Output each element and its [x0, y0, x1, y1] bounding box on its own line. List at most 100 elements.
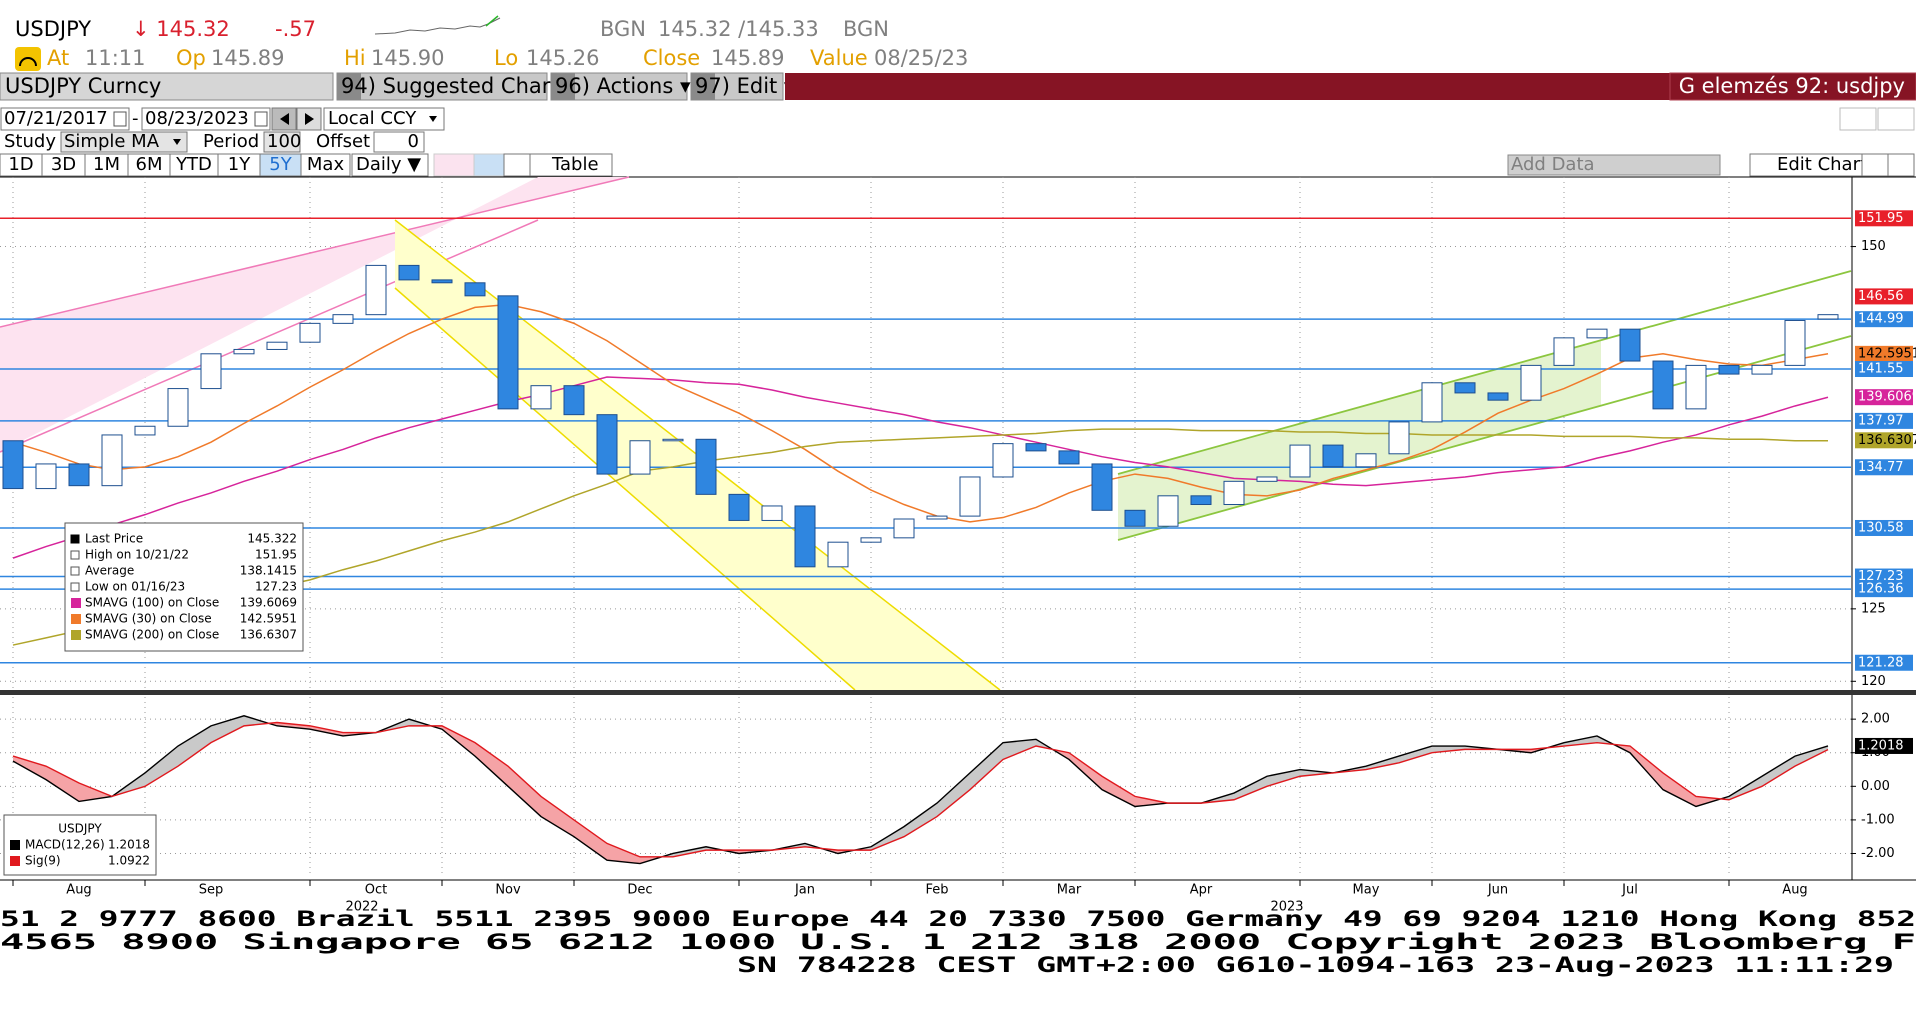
offset-input[interactable] [373, 131, 425, 153]
menu-label: 96) Actions ▾ [555, 74, 691, 98]
period-input[interactable] [263, 131, 301, 153]
security-box[interactable] [0, 72, 334, 101]
level-box [1855, 654, 1913, 671]
undo-button[interactable] [1839, 107, 1877, 131]
legend-value: 136.6307 [240, 628, 297, 642]
tool-button[interactable] [503, 153, 531, 177]
candle-body [398, 264, 420, 281]
legend-swatch [10, 840, 20, 850]
menu-item[interactable] [336, 72, 548, 101]
macd-fill [1399, 746, 1432, 763]
level-box [1855, 581, 1913, 598]
plot-marks [0, 217, 1851, 865]
offset: 0 [408, 131, 419, 152]
date-input[interactable] [0, 107, 130, 131]
x-tick-label: Sep [199, 883, 224, 898]
candle-body [1817, 314, 1839, 320]
macd-fill [46, 766, 79, 802]
study-select[interactable] [60, 131, 188, 153]
end-date: 08/23/2023 [145, 108, 249, 129]
candle-body [1355, 453, 1377, 468]
legend-title: USDJPY [58, 822, 102, 836]
macd-fill [13, 756, 46, 780]
candle-body [662, 438, 684, 442]
candle-body [1652, 360, 1674, 410]
settings-button[interactable] [1887, 153, 1915, 177]
candle-body [68, 463, 90, 487]
currency-select[interactable] [323, 107, 445, 131]
table-button[interactable] [529, 153, 613, 177]
level-box [1855, 210, 1913, 227]
macd-fill [1729, 776, 1762, 800]
candle-body [1454, 382, 1476, 394]
candle-body [332, 314, 354, 324]
candle-body [530, 385, 552, 410]
title-bar [1669, 72, 1916, 101]
x-tick-label: Aug [66, 883, 91, 898]
candle-body [629, 440, 651, 475]
year-label: 2023 [1270, 900, 1303, 915]
date-input[interactable] [141, 107, 271, 131]
candle-body [1388, 421, 1410, 455]
field-value: 08/25/23 [874, 46, 968, 70]
calendar-icon[interactable] [113, 111, 127, 127]
candle-body [1091, 463, 1113, 511]
range-label: 3D [51, 154, 76, 175]
candle-body [1223, 480, 1245, 506]
moving-average [12, 428, 1828, 646]
candle-body [1256, 476, 1278, 482]
candle-body [1421, 382, 1443, 423]
level-label: 127.23 [1858, 569, 1904, 584]
range-button[interactable] [300, 153, 351, 177]
candle-body [1157, 495, 1179, 527]
candle-body [1718, 364, 1740, 375]
range-label: 1D [8, 154, 33, 175]
settings-button[interactable] [1861, 153, 1889, 177]
macd-fill [937, 772, 970, 817]
level-box [1855, 345, 1913, 362]
macd-fill [1762, 756, 1795, 787]
y-tick-label: -1.00 [1861, 812, 1895, 827]
legend-value: 145.322 [247, 532, 297, 546]
level-label: 146.56 [1858, 289, 1904, 304]
field-value: 145.89 [711, 46, 784, 70]
ticker: USDJPY [15, 17, 91, 41]
legend-swatch [71, 630, 81, 640]
candle-body [794, 505, 816, 568]
add-data-input[interactable] [1507, 154, 1721, 176]
field-value: 11:11 [85, 46, 146, 70]
dropdown-arrow [429, 116, 437, 122]
candle-body [167, 388, 189, 427]
candle-body [1553, 337, 1575, 366]
menu-number-box [691, 73, 715, 100]
macd-fill [904, 803, 937, 837]
tool-button[interactable] [433, 153, 475, 177]
candle-body [695, 438, 717, 495]
candle-body [1586, 328, 1608, 339]
calendar-icon[interactable] [254, 111, 268, 127]
legend-label: SMAVG (100) on Close [85, 596, 219, 610]
tool-button[interactable] [473, 153, 505, 177]
range-label: 5Y [269, 154, 292, 175]
range-label: 6M [136, 154, 163, 175]
macd-fill [1234, 776, 1267, 800]
page-title: G elemzés 92: usdjpy [1679, 74, 1905, 98]
y-tick-label: 125 [1861, 601, 1886, 616]
prev-arrow [280, 113, 289, 125]
macd-fill [1630, 746, 1663, 790]
x-tick-label: Jul [1621, 883, 1638, 898]
frequency-select[interactable] [351, 153, 429, 177]
edit-chart: Edit Chart [1777, 154, 1867, 175]
legend-label: Last Price [85, 532, 143, 546]
legend-swatch [10, 856, 20, 866]
redo-button[interactable] [1877, 107, 1915, 131]
legend-label: Average [85, 564, 134, 578]
level-box [1855, 432, 1913, 449]
legend-value: 138.1415 [240, 564, 297, 578]
source: BGN [843, 17, 889, 41]
candle-body [1487, 392, 1509, 401]
candle-body [200, 353, 222, 390]
legend-value: 1.2018 [108, 838, 150, 852]
level-box [1855, 361, 1913, 378]
